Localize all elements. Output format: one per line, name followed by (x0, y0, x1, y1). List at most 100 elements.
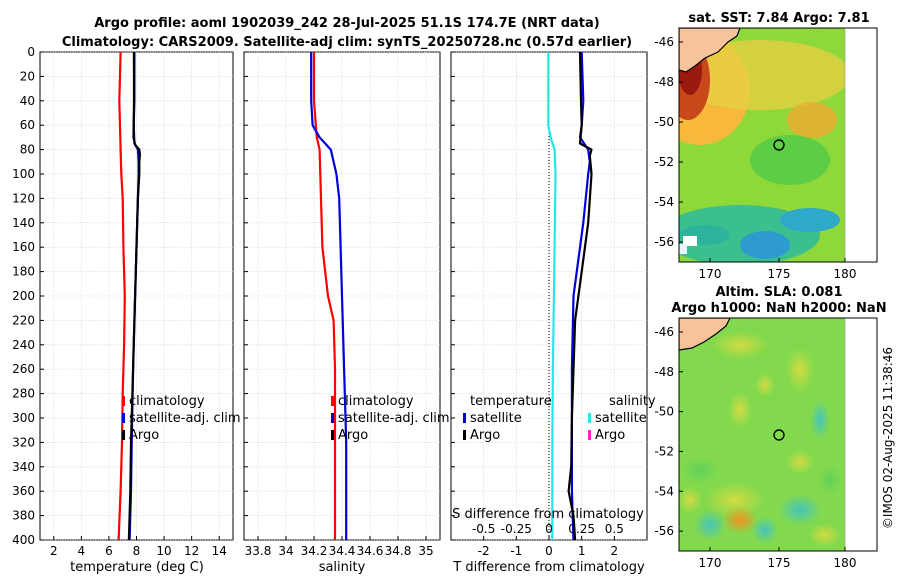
depth-tick-label: 280 (12, 387, 35, 401)
depth-tick-label: 0 (27, 45, 35, 59)
x-tick-label: 34 (278, 544, 293, 558)
x-tick-label: 34.2 (301, 544, 328, 558)
x-tick-label: -1 (510, 544, 522, 558)
legend-swatch-sal-satellite (588, 413, 591, 423)
sst-cool-patch (780, 208, 840, 232)
salinity-legend: climatology satellite-adj. clim Argo (331, 394, 450, 443)
sst-map-frame (678, 27, 878, 263)
x-tick-label: 0 (545, 544, 553, 558)
legend-swatch-climatology (122, 396, 125, 406)
depth-tick-label: 80 (20, 143, 35, 157)
temperature-legend: climatology satellite-adj. clim Argo (122, 394, 241, 443)
sla-anomaly-patch (751, 516, 779, 544)
map-lat-label: -56 (654, 235, 674, 249)
series-argo (127, 51, 141, 541)
map-lat-label: -56 (654, 524, 674, 538)
legend-swatch-satellite (331, 413, 334, 423)
sla-map-title-line1: Altim. SLA: 0.081 (716, 285, 843, 300)
s-tick-label: -0.25 (501, 522, 532, 536)
map-lon-label: 180 (834, 556, 857, 570)
x-tick-label: 14 (212, 544, 227, 558)
depth-tick-label: 400 (12, 533, 35, 547)
x-tick-label: 1 (578, 544, 586, 558)
depth-tick-label: 360 (12, 484, 35, 498)
map-lon-label: 175 (768, 267, 791, 281)
x-tick-label: 12 (184, 544, 199, 558)
map-lat-label: -50 (654, 405, 674, 419)
sla-anomaly-patch (818, 464, 842, 496)
x-tick-label: 34.6 (357, 544, 384, 558)
map-lon-label: 175 (768, 556, 791, 570)
depth-tick-label: 300 (12, 411, 35, 425)
sst-green-patch (750, 135, 830, 185)
map-lat-label: -46 (654, 35, 674, 49)
temperature-ticks: 2 4 6 8 10 12 14 (40, 51, 227, 558)
depth-tick-label: 40 (20, 94, 35, 108)
x-tick-label: 8 (133, 544, 141, 558)
sst-warm-patch (787, 102, 837, 138)
temperature-grid (40, 51, 233, 541)
x-tick-label: -2 (478, 544, 490, 558)
series-salinity-satellite (547, 52, 557, 540)
sla-anomaly-patch (679, 486, 702, 514)
argo-location-marker (773, 429, 785, 441)
difference-legend-salinity: salinity satellite Argo (588, 394, 656, 443)
s-tick-label: 0.5 (605, 522, 624, 536)
map-lat-label: -52 (654, 444, 674, 458)
x-tick-label: 34.4 (329, 544, 356, 558)
legend-label-satellite: satellite-adj. clim (338, 411, 450, 426)
temperature-axis-label: temperature (deg C) (70, 560, 204, 575)
sla-anomaly-patch (694, 509, 726, 541)
salinity-difference-axis-label: S difference from climatology (452, 507, 644, 522)
depth-tick-label: 180 (12, 265, 35, 279)
series-satellite-adj-clim (310, 52, 348, 540)
depth-tick-label: 120 (12, 191, 35, 205)
x-tick-label: 34.8 (385, 544, 412, 558)
temperature-difference-axis-label: T difference from climatology (452, 560, 645, 575)
map-lat-label: -52 (654, 155, 674, 169)
map-lat-label: -48 (654, 75, 674, 89)
sla-anomaly-patch (786, 450, 814, 474)
sla-anomaly-patch (722, 506, 758, 534)
x-tick-label: 4 (78, 544, 86, 558)
legend-title-temperature: temperature (470, 394, 552, 409)
imos-timestamp: ©IMOS 02-Aug-2025 11:38:46 (881, 347, 895, 529)
depth-tick-label: 200 (12, 289, 35, 303)
depth-tick-label: 340 (12, 460, 35, 474)
legend-label-climatology: climatology (338, 394, 414, 409)
argo-location-marker (773, 139, 785, 151)
depth-tick-label: 20 (20, 69, 35, 83)
difference-ticks: -2 -1 0 1 2 (451, 51, 618, 558)
sla-land-mass (679, 318, 731, 351)
depth-tick-label: 220 (12, 313, 35, 327)
legend-label-climatology: climatology (129, 394, 205, 409)
map-lat-label: -54 (654, 484, 674, 498)
sst-map-title: sat. SST: 7.84 Argo: 7.81 (688, 11, 869, 26)
salinity-series-layer (310, 52, 348, 540)
legend-swatch-argo (331, 430, 334, 440)
x-tick-label: 35 (418, 544, 433, 558)
x-tick-label: 2 (50, 544, 58, 558)
legend-swatch-argo (122, 430, 125, 440)
salinity-ticks: 33.8 34 34.2 34.4 34.6 34.8 35 (244, 51, 434, 558)
legend-label-argo: Argo (129, 428, 159, 443)
x-tick-label: 33.8 (245, 544, 272, 558)
legend-swatch-satellite (122, 413, 125, 423)
sla-anomaly-patch (755, 373, 775, 397)
sla-map-ticks: -46 -48 -50 -52 -54 -56 170 175 180 (654, 325, 856, 570)
sla-map: -46 -48 -50 -52 -54 -56 170 175 180 (654, 317, 878, 570)
difference-profile-panel: -2 -1 0 1 2 -0.5 -0.25 0 0.25 0.5 S difference f… (450, 51, 656, 575)
depth-tick-label: 320 (12, 435, 35, 449)
salinity-profile-panel: 33.8 34 34.2 34.4 34.6 34.8 35 salinity climat… (243, 51, 450, 575)
s-tick-label: 0 (545, 522, 553, 536)
x-tick-label: 6 (105, 544, 113, 558)
salinity-axis-label: salinity (319, 560, 366, 575)
sla-map-frame (678, 317, 878, 552)
sla-anomaly-patch (680, 456, 720, 484)
legend-label-temp-satellite: satellite (470, 411, 522, 426)
sst-warm-patch (679, 40, 845, 110)
map-lat-label: -50 (654, 115, 674, 129)
legend-label-temp-argo: Argo (470, 428, 500, 443)
map-lat-label: -54 (654, 195, 674, 209)
map-lat-label: -48 (654, 365, 674, 379)
